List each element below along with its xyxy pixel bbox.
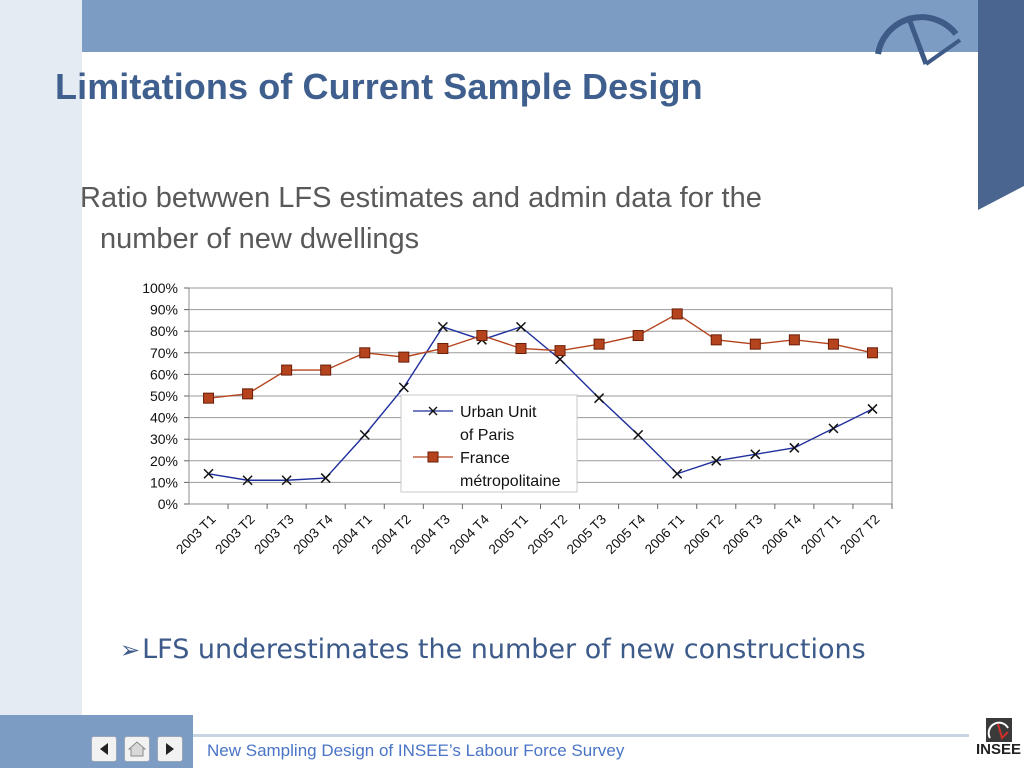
bullet-arrow-icon: ➢ [120, 636, 141, 664]
point-france [320, 364, 332, 376]
point-urban [281, 475, 292, 486]
x-tick-label: 2005 T4 [603, 511, 649, 557]
x-tick-label: 2007 T2 [837, 512, 882, 557]
point-urban [711, 455, 722, 466]
x-tick-label: 2004 T1 [329, 512, 374, 557]
point-france [242, 388, 254, 400]
y-tick-label: 80% [150, 323, 178, 339]
point-france [710, 334, 722, 346]
point-france [515, 342, 527, 354]
point-france [437, 342, 449, 354]
point-urban [789, 442, 800, 453]
subtitle-line-1: Ratio betwwen LFS estimates and admin da… [80, 182, 762, 214]
triangle-left-icon [100, 743, 108, 755]
point-urban [828, 423, 839, 434]
slide-subtitle: Ratio betwwen LFS estimates and admin da… [80, 178, 920, 260]
x-tick-label: 2004 T2 [368, 512, 413, 557]
point-urban [554, 354, 566, 365]
y-tick-label: 40% [150, 410, 178, 426]
point-france [632, 330, 644, 342]
point-france [593, 338, 605, 350]
y-tick-label: 30% [150, 431, 178, 447]
chart-legend: Urban Unit of Paris France métropolitain… [400, 394, 578, 493]
y-tick-label: 90% [150, 302, 178, 318]
x-tick-label: 2003 T2 [212, 512, 257, 557]
x-tick-label: 2005 T1 [486, 512, 531, 557]
next-slide-button[interactable] [157, 736, 183, 762]
footer-divider [193, 734, 969, 737]
insee-logo-icon [986, 718, 1012, 742]
y-tick-label: 70% [150, 345, 178, 361]
x-tick-label: 2003 T3 [251, 512, 296, 557]
point-urban [242, 475, 253, 486]
x-tick-label: 2007 T1 [798, 512, 843, 557]
insee-logo-text: INSEE [976, 741, 1022, 758]
prev-slide-button[interactable] [91, 736, 117, 762]
series-line-france [208, 313, 873, 399]
point-urban [320, 473, 331, 484]
legend-marker-france [427, 451, 439, 463]
point-france [281, 364, 293, 376]
footer-caption: New Sampling Design of INSEE’s Labour Fo… [207, 741, 625, 760]
point-urban [633, 429, 644, 440]
legend-marker-urban [428, 406, 438, 416]
point-france [671, 308, 683, 320]
point-france [788, 334, 800, 346]
line-chart: 0% 10% 20% 30% 40% 50% 60% 70% 80% 90% 100% 2003 T… [142, 280, 893, 557]
x-tick-label: 2006 T3 [720, 512, 765, 557]
right-decor-corner [978, 186, 1024, 210]
x-tick-label: 2005 T3 [564, 512, 609, 557]
point-france [359, 347, 371, 359]
left-decor-strip [0, 0, 82, 715]
legend-label-urban-1: Urban Unit [460, 404, 537, 421]
y-tick-label: 50% [150, 388, 178, 404]
right-decor-band [978, 0, 1024, 186]
point-urban [672, 468, 683, 479]
home-button[interactable] [124, 736, 150, 762]
triangle-right-icon [166, 743, 174, 755]
x-tick-label: 2003 T4 [290, 511, 336, 557]
point-france [749, 338, 761, 350]
x-tick-label: 2006 T4 [759, 511, 805, 557]
point-urban [867, 403, 878, 414]
legend-label-urban-2: of Paris [460, 427, 514, 444]
x-tick-label: 2004 T3 [408, 512, 453, 557]
bullet-point: ➢LFS underestimates the number of new co… [120, 634, 866, 665]
slide-title: Limitations of Current Sample Design [55, 66, 703, 107]
point-urban [398, 382, 409, 393]
point-urban [594, 393, 605, 404]
legend-label-france-1: France [460, 450, 510, 467]
home-icon [128, 741, 146, 757]
header-band [82, 0, 978, 52]
y-tick-label: 10% [150, 474, 178, 490]
point-france [554, 345, 566, 357]
point-france [866, 347, 878, 359]
x-tick-label: 2006 T2 [681, 512, 726, 557]
x-tick-label: 2005 T2 [525, 512, 570, 557]
y-tick-label: 0% [158, 496, 178, 512]
arc-logo-icon [875, 14, 962, 66]
y-tick-label: 60% [150, 366, 178, 382]
point-urban [359, 429, 370, 440]
y-tick-label: 100% [142, 280, 178, 296]
point-france [827, 338, 839, 350]
x-tick-label: 2004 T4 [447, 511, 493, 557]
point-france [398, 351, 410, 363]
point-france [476, 330, 488, 342]
series-line-urban [208, 326, 873, 481]
y-tick-label: 20% [150, 453, 178, 469]
point-urban [437, 321, 448, 332]
point-urban [750, 449, 761, 460]
x-tick-label: 2003 T1 [173, 512, 218, 557]
point-urban [515, 321, 527, 332]
point-urban [203, 468, 214, 479]
x-tick-label: 2006 T1 [642, 512, 687, 557]
point-france [203, 392, 215, 404]
legend-label-france-2: métropolitaine [460, 473, 561, 490]
subtitle-line-2: number of new dwellings [100, 223, 420, 255]
bullet-text: LFS underestimates the number of new con… [142, 634, 866, 665]
